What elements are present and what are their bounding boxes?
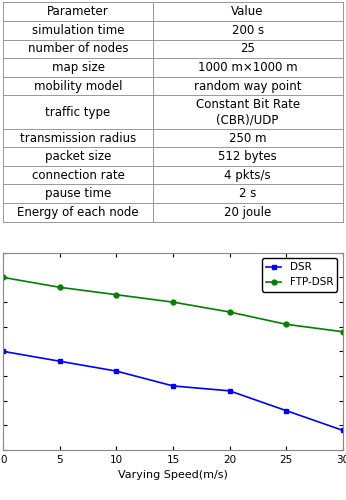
X-axis label: Varying Speed(m/s): Varying Speed(m/s) (118, 470, 228, 480)
Text: 250 m: 250 m (229, 132, 266, 144)
Text: transmission radius: transmission radius (20, 132, 136, 144)
DSR (1, 348, 6, 354)
DSR (171, 383, 175, 389)
Text: simulation time: simulation time (32, 24, 124, 37)
Legend: DSR, FTP-DSR: DSR, FTP-DSR (262, 258, 337, 292)
Text: 20 joule: 20 joule (224, 206, 271, 219)
DSR (284, 408, 288, 414)
Line: DSR: DSR (1, 349, 345, 432)
Text: map size: map size (52, 61, 104, 74)
Text: packet size: packet size (45, 150, 111, 163)
FTP-DSR (340, 328, 345, 334)
Text: connection rate: connection rate (31, 168, 125, 181)
FTP-DSR (284, 322, 288, 328)
Text: 25: 25 (240, 42, 255, 56)
Text: pause time: pause time (45, 187, 111, 200)
FTP-DSR (171, 299, 175, 305)
Text: 4 pkts/s: 4 pkts/s (224, 168, 271, 181)
Text: number of nodes: number of nodes (28, 42, 128, 56)
FTP-DSR (1, 274, 6, 280)
Text: traffic type: traffic type (45, 106, 111, 118)
Text: Parameter: Parameter (47, 6, 109, 18)
Text: 2 s: 2 s (239, 187, 256, 200)
DSR (58, 358, 62, 364)
Text: 512 bytes: 512 bytes (218, 150, 277, 163)
FTP-DSR (58, 284, 62, 290)
Text: 1000 m×1000 m: 1000 m×1000 m (198, 61, 298, 74)
Line: FTP-DSR: FTP-DSR (1, 275, 345, 334)
DSR (340, 428, 345, 434)
DSR (227, 388, 231, 394)
Text: random way point: random way point (194, 80, 301, 92)
FTP-DSR (115, 292, 119, 298)
Text: 200 s: 200 s (231, 24, 264, 37)
Text: Value: Value (231, 6, 264, 18)
Text: mobility model: mobility model (34, 80, 122, 92)
FTP-DSR (227, 309, 231, 315)
DSR (115, 368, 119, 374)
Text: Constant Bit Rate
(CBR)/UDP: Constant Bit Rate (CBR)/UDP (195, 98, 300, 126)
Text: Energy of each node: Energy of each node (17, 206, 139, 219)
